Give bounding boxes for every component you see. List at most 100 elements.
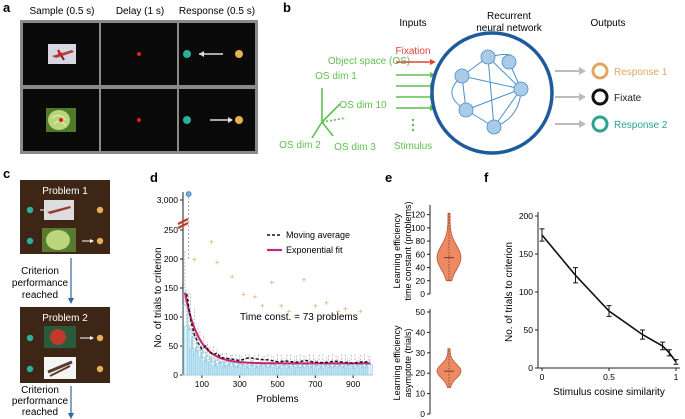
- moving-average-line: [186, 293, 371, 365]
- y-tick-label: 40: [416, 327, 426, 337]
- time-constant-annotation: Time const. = 73 problems: [240, 312, 358, 323]
- error-bar: [666, 349, 672, 357]
- problem-box: [353, 365, 360, 376]
- problem-box: [216, 363, 222, 376]
- input-arrows: [396, 59, 436, 132]
- x-tick-label: 300: [233, 379, 247, 389]
- problem-box: [350, 367, 357, 376]
- y-tick-label: 150: [519, 249, 533, 259]
- problem-box: [308, 367, 315, 376]
- criterion-line3-b: reached: [22, 407, 58, 418]
- legend-exponential-fit: Exponential fit: [286, 245, 343, 255]
- criterion-line1-b: Criterion: [21, 385, 59, 396]
- outlier-point: +: [313, 300, 318, 310]
- delay-header: Delay (1 s): [116, 6, 164, 17]
- response1-output-label: Response 1: [614, 67, 668, 78]
- y-axis-label: asymptote (trials): [403, 328, 413, 397]
- problem-box: [297, 362, 304, 376]
- problem-box: [189, 348, 196, 376]
- response-target-right-2: [235, 116, 243, 124]
- problem-box: [304, 365, 311, 376]
- response-target-right-1: [235, 50, 243, 58]
- os-dim2-label: OS dim 2: [279, 140, 321, 151]
- y-tick-label: 20: [416, 276, 426, 286]
- similarity-chart: 0 50 100 150 200 0 0.5 1 Stimulus cosine similar…: [504, 211, 680, 398]
- arrow-left-icon: [199, 51, 204, 57]
- problem2-box: Problem 2: [20, 307, 110, 383]
- panel-f-label: f: [484, 170, 489, 185]
- problem-box: [183, 326, 190, 376]
- cabbage-image: [46, 108, 76, 132]
- rnn-node: [486, 119, 502, 135]
- object-space-label: Object space (OS): [328, 56, 410, 67]
- problem-box: [285, 367, 292, 376]
- problem-box: [289, 365, 296, 376]
- down-arrow-icon: [68, 298, 74, 304]
- legend-moving-average: Moving average: [286, 230, 350, 240]
- problem-box: [314, 365, 321, 376]
- problem-box: [367, 364, 374, 376]
- problem-box: [212, 365, 219, 376]
- y-tick-label: 40: [416, 263, 426, 273]
- response-header: Response (0.5 s): [179, 6, 255, 17]
- outlier-point: +: [260, 300, 265, 310]
- problem-box: [295, 366, 302, 376]
- problem-box: [321, 365, 328, 376]
- problem-box: [185, 328, 192, 376]
- trials-to-criterion-chart: 3,000 0 50 100 150 200 250 100 300 500 700 900 Probl…: [153, 191, 374, 405]
- problem-box: [346, 365, 353, 376]
- y-tick-label: 3,000: [157, 195, 179, 205]
- problem1-box: Problem 1: [20, 180, 110, 254]
- problem-box: [299, 366, 305, 376]
- problem-box: [276, 367, 283, 376]
- error-bar: [539, 228, 545, 242]
- os-axes: [311, 88, 347, 139]
- response2-output-ring: [591, 115, 609, 133]
- os-dim3-label: OS dim 3: [334, 142, 376, 153]
- os-dim1-label: OS dim 1: [315, 71, 357, 82]
- axis-break-mark: [177, 218, 189, 229]
- output-arrows: [555, 67, 586, 128]
- y-tick-label: 0: [528, 363, 533, 373]
- y-tick-label: 50: [169, 341, 179, 351]
- y-tick-label: 200: [519, 211, 533, 221]
- similarity-line: [541, 234, 677, 363]
- x-tick-label: 0: [540, 372, 545, 382]
- outlier-point: +: [301, 274, 306, 284]
- problem-box: [363, 366, 370, 376]
- stimulus-input-label: Stimulus: [394, 141, 432, 152]
- error-bar: [573, 267, 578, 284]
- task-grid: [20, 20, 258, 154]
- problem-box: [193, 350, 200, 376]
- y-tick-label: 0: [420, 409, 425, 419]
- response-target-left-1: [183, 50, 191, 58]
- problem-box: [219, 361, 226, 376]
- x-tick-label: 100: [195, 379, 209, 389]
- y-tick-label: 80: [416, 236, 426, 246]
- problem-box: [312, 365, 319, 376]
- x-axis-label: Problems: [256, 394, 298, 405]
- y-tick-label: 100: [411, 223, 425, 233]
- airplane-image: [48, 44, 76, 64]
- y-tick-label: 200: [164, 254, 178, 264]
- y-tick-label: 150: [164, 283, 178, 293]
- problem-box: [198, 357, 205, 376]
- fixation-dot-2: [137, 118, 141, 122]
- problem-box: [195, 347, 202, 376]
- criterion-line3-a: reached: [22, 290, 58, 301]
- x-tick-label: 0.5: [603, 372, 615, 382]
- y-axis-label: time constant (problems): [403, 201, 413, 300]
- axis-lines: [182, 192, 372, 376]
- problem-box: [253, 367, 260, 376]
- error-bar: [606, 305, 612, 317]
- rnn-node: [501, 54, 517, 70]
- response1-output-ring: [591, 62, 609, 80]
- x-tick-label: 700: [308, 379, 322, 389]
- problem-box: [359, 367, 366, 376]
- problem-box: [344, 364, 351, 376]
- rnn-node: [458, 102, 474, 118]
- y-tick-label: 10: [416, 389, 426, 399]
- y-tick-label: 100: [164, 312, 178, 322]
